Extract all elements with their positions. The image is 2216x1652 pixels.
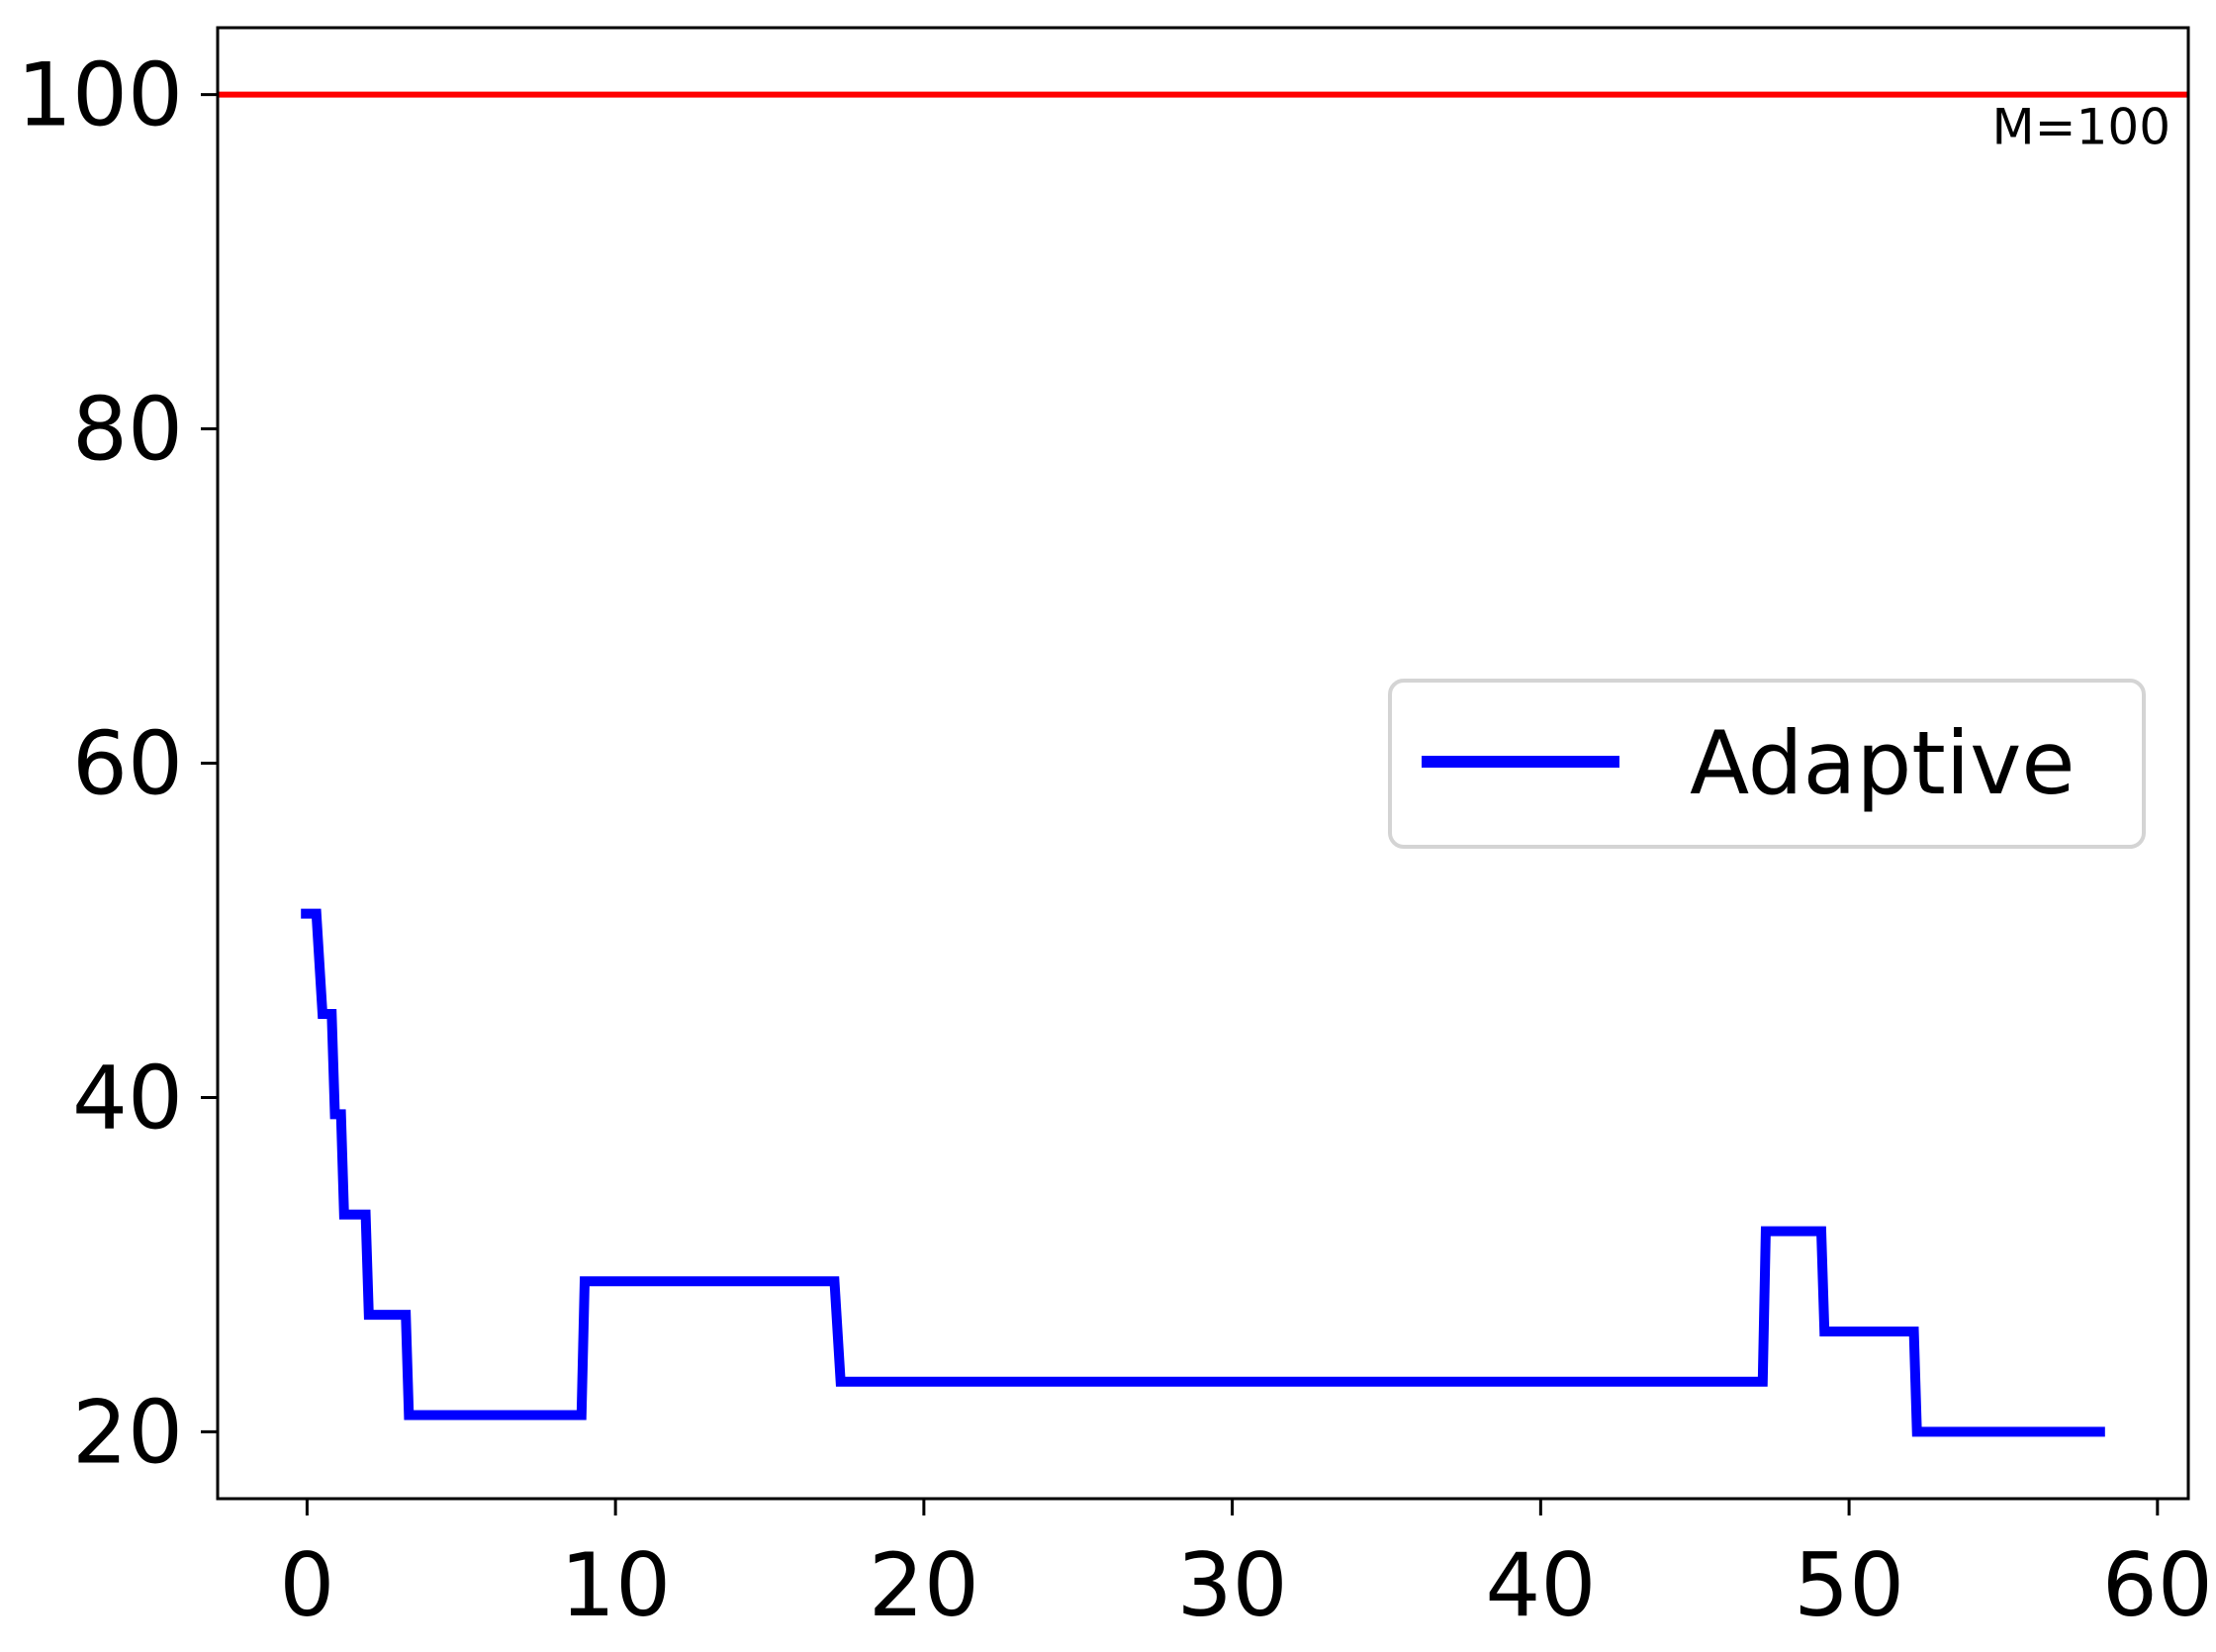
y-tick-label: 40: [72, 1047, 183, 1148]
y-tick-label: 80: [72, 379, 183, 481]
legend: Adaptive: [1388, 679, 2146, 849]
reference-line-label: M=100: [1992, 99, 2170, 156]
series-line-adaptive: [301, 908, 2105, 1437]
legend-box: [1388, 679, 2146, 849]
legend-label: Adaptive: [1690, 712, 2075, 814]
x-tick-label: 50: [1794, 1534, 1904, 1636]
y-tick-label: 60: [72, 713, 183, 815]
x-tick-label: 0: [279, 1534, 334, 1636]
y-tick-label: 20: [72, 1381, 183, 1483]
x-tick-label: 40: [1485, 1534, 1596, 1636]
y-tick-label: 100: [17, 45, 183, 146]
x-tick-label: 60: [2102, 1534, 2213, 1636]
plot-area: M=100: [218, 91, 2188, 1437]
x-tick-label: 20: [869, 1534, 979, 1636]
x-tick-label: 30: [1177, 1534, 1288, 1636]
axes: 0 10 20 30 40 50 60 20 40 60 80 100: [17, 26, 2213, 1636]
x-tick-label: 10: [560, 1534, 671, 1636]
